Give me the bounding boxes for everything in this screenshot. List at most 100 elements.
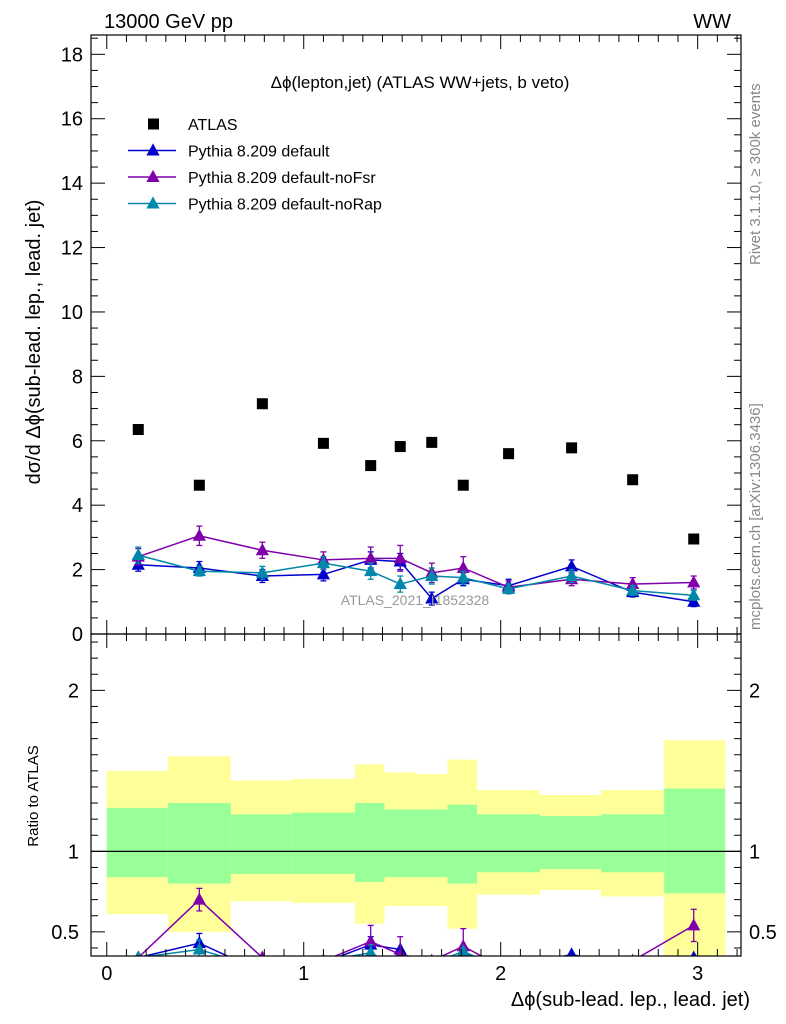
pythia-8-209-default-norap-ratio-point xyxy=(425,957,438,969)
legend-marker xyxy=(146,143,160,156)
pythia-8-209-default-ratio-point xyxy=(323,955,324,956)
pythia-8-209-default-norap-data-point xyxy=(425,568,439,581)
ratio-y-tick-label: 1 xyxy=(68,841,79,863)
pythia-8-209-default-norap-ratio-point xyxy=(571,955,572,956)
ratio-plot-panel: 0.5 0.5 1 1 2 2 0 1 2 3 Ratio to ATLAS Δϕ(sub-lea… xyxy=(25,633,777,1011)
pythia-8-209-default-norap-data-point xyxy=(255,565,269,578)
pythia-8-209-default-norap-ratio-point xyxy=(456,944,470,956)
pythia-8-209-default-norap-data-point xyxy=(687,588,701,601)
pythia-8-209-default-ratio-point xyxy=(690,950,697,956)
pythia-8-209-default-nofsr-data-point xyxy=(626,576,640,590)
atlas-data-point xyxy=(394,441,406,453)
atlas-data-point xyxy=(426,436,438,448)
x-tick-label: 3 xyxy=(692,963,703,985)
energy-label: 13000 GeV pp xyxy=(104,11,233,33)
pythia-8-209-default-nofsr-ratio-point xyxy=(687,918,701,931)
ratio-y-tick-label: 0.5 xyxy=(51,922,79,944)
ratio-green-band xyxy=(230,814,292,874)
pythia-8-209-default-norap-ratio-point xyxy=(626,960,639,972)
main-y-tick-label: 6 xyxy=(72,431,83,453)
pythia-8-209-default-nofsr-ratio-point xyxy=(565,959,578,971)
pythia-8-209-default-ratio-line xyxy=(141,942,582,956)
pythia-8-209-default-norap-data-point xyxy=(316,556,331,569)
ratio-green-band xyxy=(291,812,355,874)
x-tick-label: 1 xyxy=(298,963,309,985)
pythia-8-209-default-norap-data-point xyxy=(131,547,145,561)
atlas-data-point xyxy=(627,474,639,486)
x-tick-label: 2 xyxy=(495,963,506,985)
pythia-8-209-default-norap-data-point xyxy=(393,576,407,590)
main-data-marks xyxy=(131,398,701,608)
pythia-8-209-default-nofsr-data-point xyxy=(192,528,206,541)
pythia-8-209-default-data-point xyxy=(425,591,439,604)
pythia-8-209-default-ratio-point xyxy=(626,962,639,974)
atlas-data-point xyxy=(317,437,329,449)
pythia-8-209-default-norap-data-point xyxy=(456,570,470,583)
rivet-label: Rivet 3.1.10, ≥ 300k events xyxy=(747,83,764,265)
atlas-data-point xyxy=(457,479,469,491)
pythia-8-209-default-nofsr-ratio-line xyxy=(138,898,695,956)
ratio-y-tick-label-right: 1 xyxy=(749,841,760,863)
main-y-tick-label: 14 xyxy=(61,173,83,195)
main-y-tick-label: 4 xyxy=(72,495,83,517)
ratio-green-band xyxy=(354,803,385,882)
mcplots-label: mcplots.cern.ch [arXiv:1306.3436] xyxy=(747,403,764,630)
main-y-tick-label: 12 xyxy=(61,238,83,260)
atlas-data-point xyxy=(365,460,377,472)
pythia-8-209-default-norap-line xyxy=(138,554,694,597)
main-y-tick-label: 18 xyxy=(61,44,83,66)
pythia-8-209-default-nofsr-data-point xyxy=(687,575,701,588)
ratio-green-band xyxy=(664,788,726,894)
legend-marker-atlas xyxy=(148,118,159,130)
pythia-8-209-default-norap-data-point xyxy=(626,583,640,596)
pythia-8-209-default-data-point xyxy=(565,559,579,572)
ratio-green-band xyxy=(540,815,602,870)
ratio-axes: 0.5 0.5 1 1 2 2 0 1 2 3 xyxy=(51,633,777,985)
pythia-8-209-default-ratio-point xyxy=(566,947,577,956)
pythia-8-209-default-norap-data-point xyxy=(565,568,579,581)
ratio-y-tick-label-right: 2 xyxy=(749,680,760,702)
legend-entry-label: Pythia 8.209 default xyxy=(188,144,330,161)
pythia-8-209-default-nofsr-data-point xyxy=(456,560,470,573)
pythia-8-209-default-nofsr-data-point xyxy=(393,551,407,564)
main-plot-panel: 0 2 4 6 8 10 12 14 16 18 Δϕ(lepton,jet) (ATLAS WW… xyxy=(23,34,742,646)
analysis-watermark: ATLAS_2021_I1852328 xyxy=(341,592,490,608)
ratio-y-axis-label: Ratio to ATLAS xyxy=(25,745,42,846)
ratio-green-band xyxy=(416,809,448,878)
pythia-8-209-default-norap-data-point xyxy=(501,581,516,594)
ratio-uncertainty-bands xyxy=(91,740,741,956)
pythia-8-209-default-norap-ratio-point xyxy=(365,945,377,956)
atlas-data-point xyxy=(193,479,205,491)
pythia-8-209-default-ratio-point xyxy=(256,965,269,977)
main-y-tick-label: 0 xyxy=(72,624,83,646)
legend-entry-label: Pythia 8.209 default-noFsr xyxy=(188,170,376,187)
ratio-green-band xyxy=(447,804,478,884)
atlas-data-point xyxy=(688,533,700,545)
pythia-8-209-default-nofsr-ratio-point xyxy=(364,934,378,947)
ratio-y-tick-label-right: 0.5 xyxy=(749,922,777,944)
main-y-tick-label: 10 xyxy=(61,302,83,324)
x-tick-label: 0 xyxy=(101,963,112,985)
legend: ATLAS Pythia 8.209 default Pythia 8.209 de… xyxy=(128,117,382,214)
pythia-8-209-default-norap-data-point xyxy=(364,564,378,577)
pythia-8-209-default-nofsr-line xyxy=(138,534,694,589)
ratio-green-band xyxy=(384,809,416,878)
pythia-8-209-default-norap-ratio-point xyxy=(394,962,407,974)
pythia-8-209-default-norap-data-point xyxy=(192,564,206,577)
atlas-data-point xyxy=(256,398,268,410)
pythia-8-209-default-nofsr-data-point xyxy=(255,543,269,556)
ratio-green-band xyxy=(601,814,665,873)
pythia-8-209-default-data-point xyxy=(316,567,331,580)
ratio-green-band xyxy=(106,807,168,878)
main-y-tick-label: 8 xyxy=(72,366,83,388)
pythia-8-209-default-norap-ratio-point xyxy=(192,942,206,955)
ratio-frame xyxy=(90,633,742,957)
pythia-8-209-default-norap-ratio-point xyxy=(256,962,269,974)
main-y-tick-label: 16 xyxy=(61,109,83,131)
atlas-data-point xyxy=(566,442,578,454)
ratio-green-band xyxy=(167,803,231,884)
x-axis-label: Δϕ(sub-lead. lep., lead. jet) xyxy=(511,989,750,1011)
pythia-8-209-default-norap-ratio-point xyxy=(135,950,142,956)
atlas-data-point xyxy=(503,448,515,460)
